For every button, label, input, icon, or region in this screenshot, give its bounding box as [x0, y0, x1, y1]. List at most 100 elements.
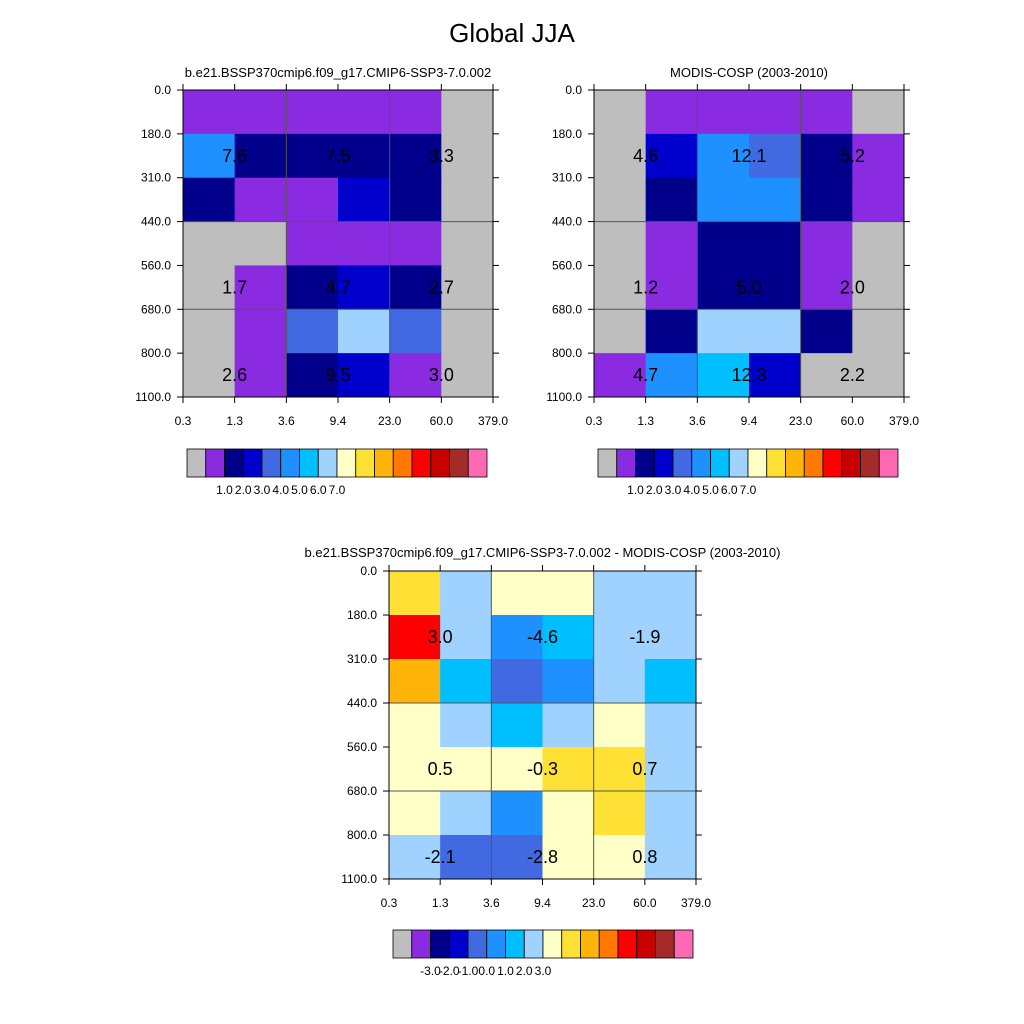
data-label: 4.7	[325, 277, 350, 297]
heatmap-cell	[286, 221, 339, 266]
heatmap-cell	[697, 353, 750, 398]
heatmap-cell	[234, 177, 287, 223]
x-tick-label: 23.0	[378, 414, 402, 428]
y-tick-label: 310.0	[347, 652, 377, 666]
y-tick-label: 0.0	[154, 83, 171, 97]
colorbar-swatch	[785, 448, 805, 478]
heatmap-cell	[338, 265, 391, 310]
page-title: Global JJA	[449, 18, 575, 48]
colorbar-swatch	[392, 929, 413, 959]
colorbar-swatch	[205, 448, 225, 478]
heatmap-cell	[594, 265, 647, 310]
x-tick-label: 379.0	[478, 414, 508, 428]
heatmap-cell	[644, 747, 697, 792]
heatmap-cell	[800, 90, 853, 135]
colorbar-label: 2.0	[646, 483, 663, 497]
x-tick-label: 1.3	[637, 414, 654, 428]
heatmap-cell	[594, 133, 647, 179]
x-tick-label: 23.0	[582, 896, 606, 910]
heatmap-cell	[749, 221, 802, 266]
heatmap-cell	[594, 177, 647, 223]
colorbar-label: 7.0	[740, 483, 757, 497]
heatmap-cell	[697, 309, 750, 354]
colorbar-label: 4.0	[683, 483, 700, 497]
heatmap-cell	[749, 265, 802, 310]
colorbar-label: 3.0	[665, 483, 682, 497]
heatmap-cell	[644, 571, 697, 616]
data-label: 0.5	[428, 759, 453, 779]
heatmap-cell	[644, 835, 697, 880]
heatmap-cell	[234, 221, 287, 266]
heatmap-cell	[389, 221, 442, 266]
data-label: 2.7	[429, 277, 454, 297]
heatmap-cell	[234, 265, 287, 310]
heatmap-cell	[286, 133, 339, 179]
heatmap-cell	[749, 353, 802, 398]
colorbar-swatch	[617, 929, 638, 959]
colorbar-swatch	[636, 929, 656, 959]
heatmap-cell	[389, 791, 441, 836]
heatmap-cell	[542, 791, 595, 836]
data-label: 4.7	[633, 365, 658, 385]
x-tick-label: 23.0	[789, 414, 813, 428]
data-label: 0.7	[632, 759, 657, 779]
heatmap-cell	[800, 177, 853, 223]
y-tick-label: 680.0	[552, 302, 582, 316]
heatmap-cell	[389, 659, 441, 704]
colorbar-swatch	[728, 448, 749, 478]
heatmap-cell	[286, 353, 339, 398]
heatmap-cell	[441, 353, 494, 398]
heatmap-cell	[491, 659, 543, 704]
heatmap-cell	[852, 309, 905, 354]
data-label: 0.8	[632, 847, 657, 867]
colorbar-swatch	[542, 929, 563, 959]
colorbar-swatch	[766, 448, 786, 478]
colorbar-label: 1.0	[497, 964, 514, 978]
heatmap-cell	[593, 791, 646, 836]
heatmap-cell	[697, 90, 750, 135]
data-label: 7.6	[222, 146, 247, 166]
heatmap-cell	[800, 265, 853, 310]
data-label: 3.3	[429, 146, 454, 166]
colorbar-swatch	[411, 448, 432, 478]
data-label: 3.0	[428, 627, 453, 647]
heatmap-cell	[491, 615, 543, 660]
data-label: 2.0	[840, 277, 865, 297]
colorbar-swatch	[280, 448, 300, 478]
heatmap-cell	[183, 265, 236, 310]
heatmap-cell	[800, 309, 853, 354]
heatmap-cell	[440, 791, 492, 836]
colorbar-swatch	[467, 448, 488, 478]
heatmap-cell	[183, 133, 236, 179]
heatmap-cell	[389, 835, 441, 880]
heatmap-cell	[440, 835, 492, 880]
heatmap-cell	[389, 177, 442, 223]
x-tick-label: 60.0	[430, 414, 454, 428]
heatmap-cell	[852, 90, 905, 135]
colorbar-swatch	[411, 929, 431, 959]
heatmap-cell	[593, 747, 646, 792]
heatmap-cell	[183, 309, 236, 354]
colorbar-swatch	[505, 929, 525, 959]
x-tick-label: 379.0	[681, 896, 711, 910]
colorbar-swatch	[597, 448, 618, 478]
heatmap-cell	[542, 835, 595, 880]
colorbar-label: 6.0	[721, 483, 738, 497]
colorbar-swatch	[580, 929, 600, 959]
colorbar-label: -2.0	[439, 964, 460, 978]
heatmap-cell	[645, 309, 698, 354]
subplot-title: b.e21.BSSP370cmip6.f09_g17.CMIP6-SSP3-7.…	[185, 65, 491, 80]
heatmap-cell	[389, 747, 441, 792]
colorbar-swatch	[803, 448, 824, 478]
data-label: -2.1	[425, 847, 456, 867]
y-tick-label: 1100.0	[135, 390, 171, 404]
colorbar-label: -3.0	[420, 964, 441, 978]
y-tick-label: 440.0	[141, 215, 171, 229]
heatmap-cell	[440, 615, 492, 660]
colorbar-swatch	[242, 448, 263, 478]
colorbar-label: 6.0	[310, 483, 327, 497]
data-label: 1.2	[633, 277, 658, 297]
colorbar-swatch	[616, 448, 636, 478]
colorbar-swatch	[467, 929, 488, 959]
data-label: 12.3	[731, 365, 766, 385]
